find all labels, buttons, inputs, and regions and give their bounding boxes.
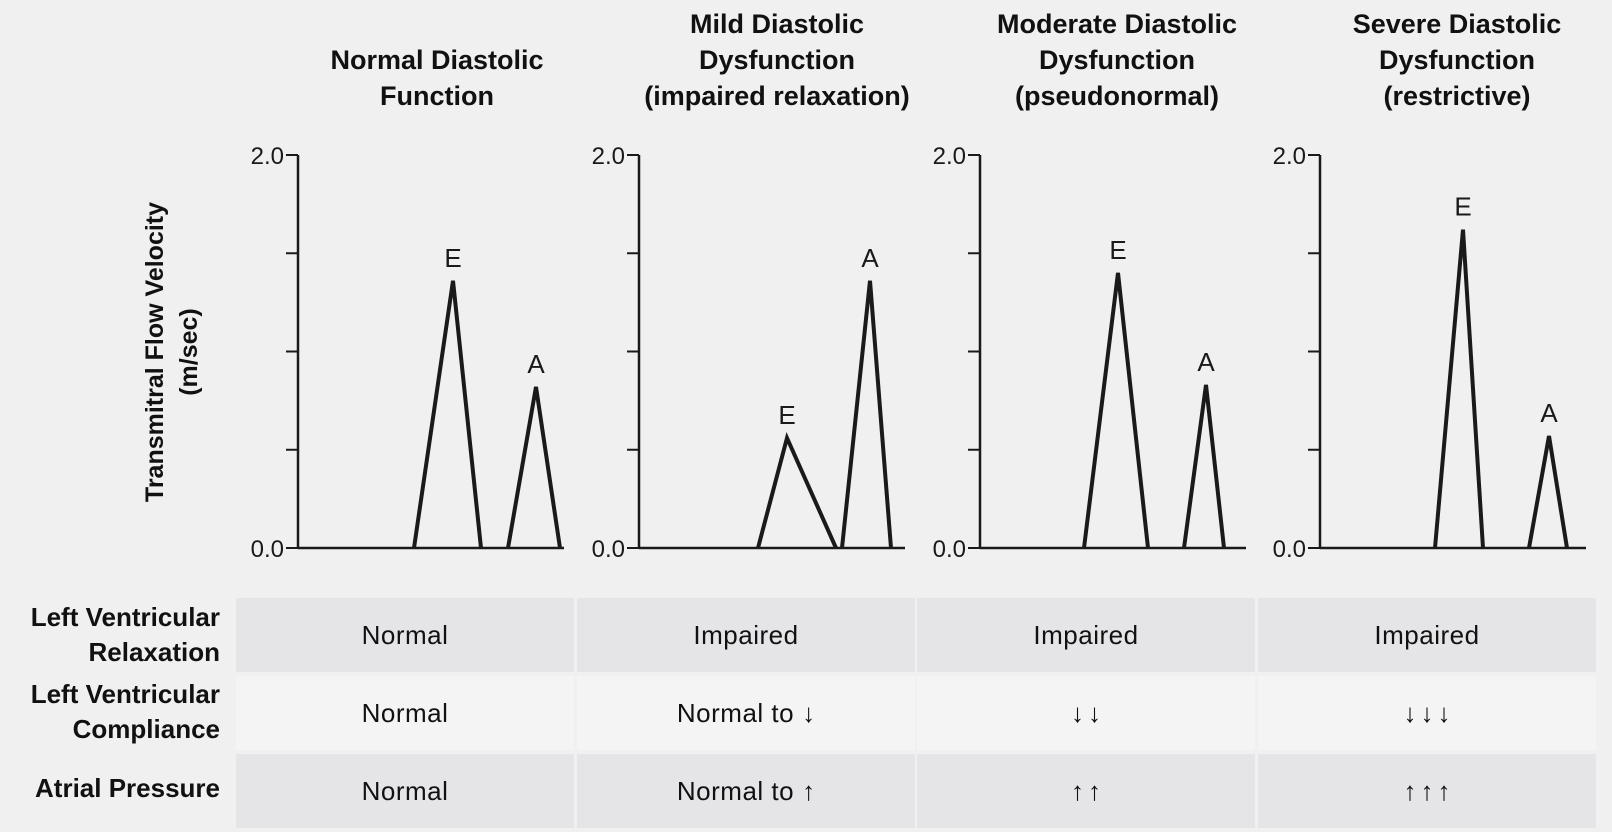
peak-e-moderate [1082, 272, 1150, 549]
cell-relaxation-normal: Normal [236, 598, 574, 672]
y-tick-label-max-moderate: 2.0 [933, 143, 966, 170]
peak-label-e-severe: E [1454, 192, 1471, 222]
cell-compliance-moderate: ↓ ↓ [917, 676, 1255, 750]
y-tick-label-min-moderate: 0.0 [933, 536, 966, 563]
cell-text: Normal [361, 697, 449, 728]
y-tick-label-min-severe: 0.0 [1273, 536, 1306, 563]
panel-title-mild: Mild Diastolic Dysfunction (impaired rel… [644, 9, 910, 111]
cell-relaxation-severe: Impaired [1258, 598, 1596, 672]
cell-atrial-pressure-mild: Normal to ↑ [577, 754, 915, 828]
cell-text: Normal [361, 775, 449, 806]
peak-label-a-moderate: A [1197, 347, 1215, 377]
cell-relaxation-mild: Impaired [577, 598, 915, 672]
cell-relaxation-moderate: Impaired [917, 598, 1255, 672]
cell-atrial-pressure-moderate: ↑ ↑ [917, 754, 1255, 828]
peak-a-moderate [1182, 384, 1226, 549]
peak-a-severe [1527, 435, 1569, 549]
row-label-atrial-pressure: Atrial Pressure [35, 773, 220, 803]
peak-e-mild [756, 431, 838, 549]
flow-velocity-charts: 2.0 0.0 E A 2.0 0.0 E A 2.0 0.0 E A 2.0 0.0 E A [251, 143, 1586, 563]
cell-compliance-severe: ↓ ↓ ↓ [1258, 676, 1596, 750]
down-arrow-icon: ↓ [802, 698, 816, 728]
peak-label-e-moderate: E [1109, 235, 1126, 265]
down-arrow-icon: ↓ ↓ [1071, 698, 1101, 728]
peak-a-mild [840, 280, 893, 549]
peak-label-a-severe: A [1540, 398, 1558, 428]
y-tick-label-max-mild: 2.0 [592, 143, 625, 170]
down-arrow-icon: ↓ ↓ ↓ [1403, 698, 1451, 728]
cell-text: Impaired [693, 619, 799, 650]
y-tick-label-min-mild: 0.0 [592, 536, 625, 563]
panel-title-moderate: Moderate Diastolic Dysfunction (pseudono… [996, 9, 1238, 111]
cell-text: Normal to [676, 697, 795, 728]
up-arrow-icon: ↑ ↑ ↑ [1403, 776, 1451, 806]
cell-atrial-pressure-normal: Normal [236, 754, 574, 828]
cell-text: Impaired [1374, 619, 1480, 650]
cell-compliance-normal: Normal [236, 676, 574, 750]
up-arrow-icon: ↑ [802, 776, 816, 806]
row-label-relaxation: Left Ventricular Relaxation [30, 602, 220, 667]
cell-compliance-mild: Normal to ↓ [577, 676, 915, 750]
peak-label-a-mild: A [861, 243, 879, 273]
panel-title-severe: Severe Diastolic Dysfunction (restrictiv… [1352, 9, 1562, 111]
peak-label-e-mild: E [778, 400, 795, 430]
peak-e-severe [1433, 229, 1485, 549]
y-tick-label-min-normal: 0.0 [251, 536, 284, 563]
cell-text: Normal [361, 619, 449, 650]
peak-label-a-normal: A [527, 349, 545, 379]
y-tick-label-max-severe: 2.0 [1273, 143, 1306, 170]
cell-text: Impaired [1033, 619, 1139, 650]
peak-e-normal [412, 280, 483, 549]
peak-label-e-normal: E [444, 243, 461, 273]
cell-text: Normal to [676, 775, 795, 806]
up-arrow-icon: ↑ ↑ [1071, 776, 1101, 806]
panel-title-normal: Normal Diastolic Function [330, 45, 544, 111]
row-label-compliance: Left Ventricular Compliance [30, 679, 220, 744]
y-tick-label-max-normal: 2.0 [251, 143, 284, 170]
cell-atrial-pressure-severe: ↑ ↑ ↑ [1258, 754, 1596, 828]
peak-a-normal [506, 386, 562, 549]
